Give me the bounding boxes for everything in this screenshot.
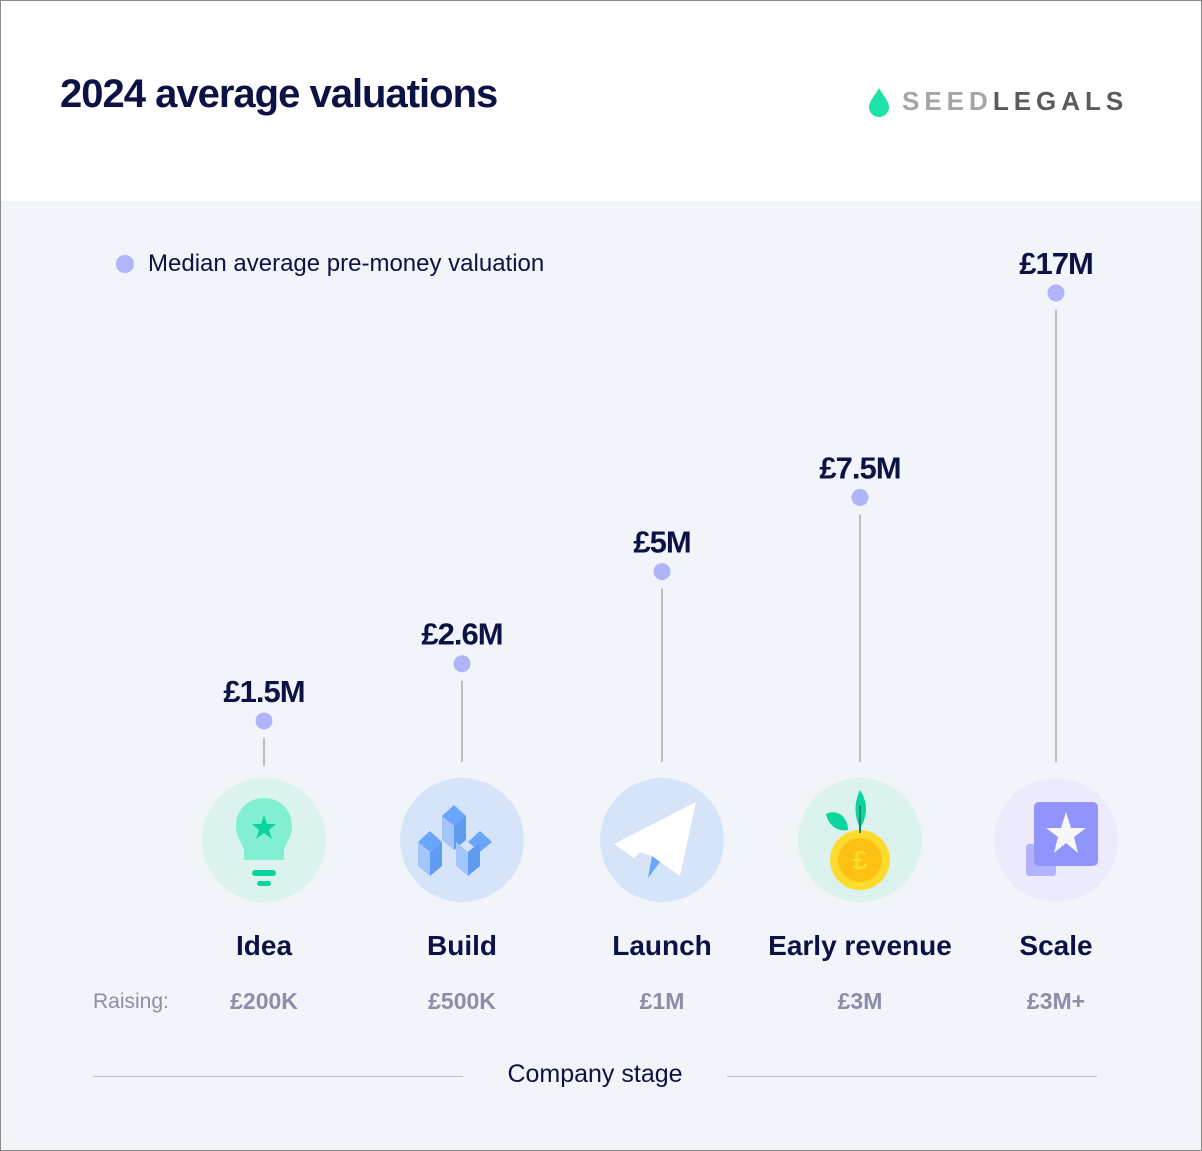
coin-plant-icon: £ [798,778,922,902]
stage-label: Early revenue [768,930,952,961]
stage-label: Build [427,930,497,961]
stage-label: Launch [612,930,712,961]
raising-amount: £500K [428,988,496,1014]
stage-label: Scale [1019,930,1093,961]
value-label: £2.6M [421,617,502,652]
raising-amount: £3M+ [1026,988,1086,1014]
droplet-icon [869,87,889,117]
raising-amount: £200K [230,988,298,1014]
cubes-icon [400,778,524,902]
data-point [653,563,671,581]
x-axis-label: Company stage [507,1060,683,1088]
star-card-icon [994,778,1118,902]
raising-amount: £3M [837,988,883,1014]
svg-text:£: £ [853,845,868,875]
value-label: £7.5M [819,450,900,485]
raising-label: Raising: [93,990,169,1013]
legend-dot [116,255,134,273]
legend: Median average pre-money valuation [116,250,544,278]
lightbulb-icon [202,778,326,902]
paper-plane-icon [600,778,724,902]
legend-label: Median average pre-money valuation [148,250,545,277]
axis-rule-right [727,1076,1097,1077]
data-point [255,712,273,730]
stage-label: Idea [235,930,293,961]
raising-amount: £1M [639,988,685,1014]
seedlegals-logo: SEEDLEGALS [868,86,1128,117]
data-point [851,488,869,506]
value-label: £1.5M [223,674,304,709]
value-label: £17M [1019,246,1093,281]
page-title: 2024 average valuations [60,72,502,116]
chart-panel [1,201,1201,1150]
axis-rule-left [93,1076,463,1077]
data-point [1047,284,1065,302]
value-label: £5M [633,525,690,560]
header [1,1,1201,201]
data-point [453,655,471,673]
